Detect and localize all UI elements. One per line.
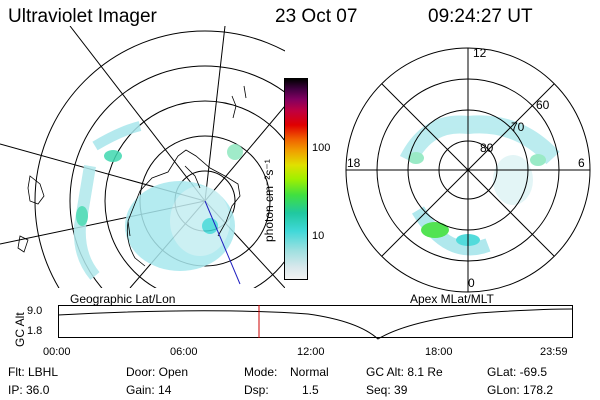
timeline-ytick-9: 9.0 xyxy=(27,305,43,317)
gain-info: Gain: 14 xyxy=(126,383,172,397)
colorbar-tick-100: 100 xyxy=(312,142,331,154)
aurora-oval-left xyxy=(73,121,243,280)
mlat-label-60: 60 xyxy=(536,98,550,112)
gc-alt-info: GC Alt: 8.1 Re xyxy=(366,365,443,379)
mlat-label-80: 80 xyxy=(480,141,494,155)
mlt-label-18: 18 xyxy=(347,156,361,170)
colorbar-unit-label: photon cm⁻²s⁻¹ xyxy=(262,159,276,242)
apex-map xyxy=(345,47,591,293)
door-info: Door: Open xyxy=(126,365,189,379)
filter-info: Flt: LBHL xyxy=(8,365,59,379)
timeline-xtick-1800: 18:00 xyxy=(425,346,453,358)
geographic-map xyxy=(0,26,285,288)
timeline-axis-label: GC Alt xyxy=(13,312,27,347)
mode-label: Mode: xyxy=(244,365,278,379)
dsp-label: Dsp: xyxy=(244,383,269,397)
ip-info: IP: 36.0 xyxy=(8,383,50,397)
dsp-value: 1.5 xyxy=(302,383,319,397)
apex-map-label: Apex MLat/MLT xyxy=(410,292,494,306)
glon-info: GLon: 178.2 xyxy=(487,383,554,397)
mlt-label-0: 0 xyxy=(468,276,475,290)
timeline-xtick-0000: 00:00 xyxy=(43,346,71,358)
glat-info: GLat: -69.5 xyxy=(487,365,548,379)
timeline-ytick-1.8: 1.8 xyxy=(27,325,43,337)
mlt-label-12: 12 xyxy=(473,46,487,60)
mlat-label-70: 70 xyxy=(511,120,525,134)
mode-value: Normal xyxy=(290,365,329,379)
timeline-plot xyxy=(57,305,573,340)
mlt-label-6: 6 xyxy=(578,156,585,170)
seq-info: Seq: 39 xyxy=(366,383,408,397)
colorbar xyxy=(284,78,308,280)
app-title: Ultraviolet Imager xyxy=(8,6,157,27)
time-label: 09:24:27 UT xyxy=(428,6,533,27)
timeline-xtick-0600: 06:00 xyxy=(170,346,198,358)
colorbar-tick-10: 10 xyxy=(312,230,325,242)
timeline-xtick-1200: 12:00 xyxy=(297,346,325,358)
geographic-map-label: Geographic Lat/Lon xyxy=(70,292,176,306)
date-label: 23 Oct 07 xyxy=(275,6,358,27)
timeline-xtick-2359: 23:59 xyxy=(540,346,568,358)
